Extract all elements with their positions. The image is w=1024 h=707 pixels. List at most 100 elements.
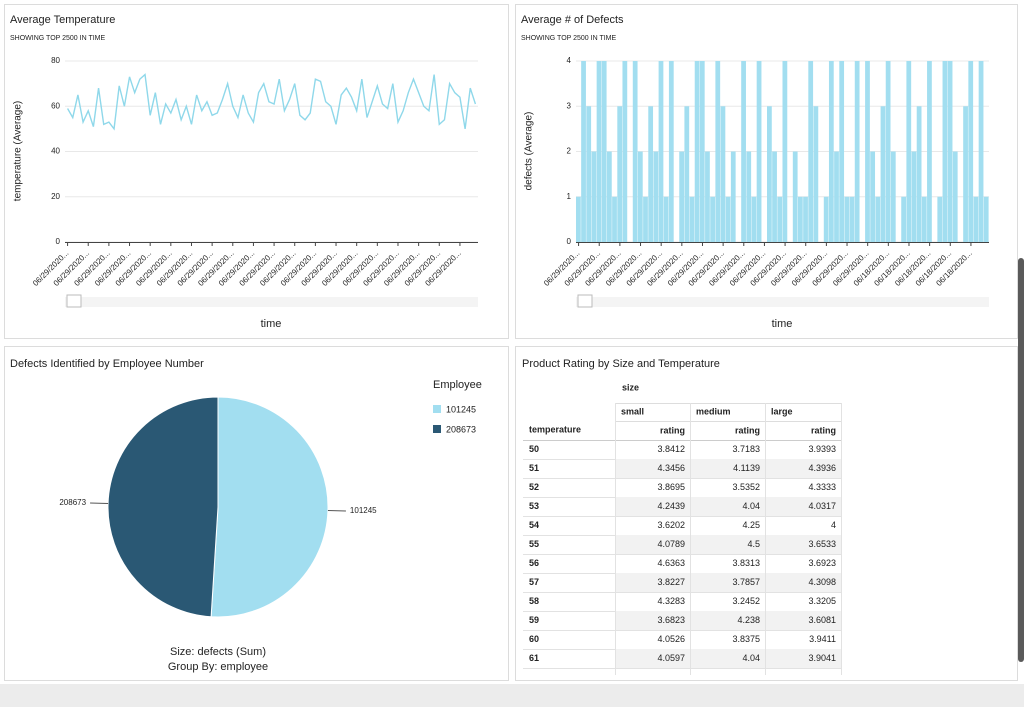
cell: 4.0597 (657, 653, 685, 663)
bar (689, 196, 695, 242)
bar (601, 61, 607, 242)
row-header: 57 (529, 577, 539, 587)
bar (911, 151, 917, 242)
measure-header: rating (660, 425, 685, 435)
panel-title: Average Temperature (10, 14, 115, 26)
bar (916, 106, 922, 242)
y-tick-label: 0 (56, 237, 61, 246)
row-header: 52 (529, 482, 539, 492)
bar (875, 196, 881, 242)
legend-label: 208673 (446, 424, 476, 434)
row-header: 51 (529, 463, 539, 473)
slice-label: 101245 (350, 506, 377, 515)
cell: 4.1139 (733, 463, 760, 473)
bar (653, 151, 659, 242)
cell: 4.238 (737, 615, 760, 625)
range-slider[interactable] (576, 297, 989, 307)
cell: 4.3283 (657, 596, 685, 606)
cell: 3.7183 (732, 444, 760, 454)
line (66, 73, 477, 131)
bar (870, 151, 876, 242)
y-tick-label: 1 (567, 192, 572, 201)
row-shade (615, 573, 841, 592)
bar (865, 61, 870, 242)
bar (777, 196, 783, 242)
bar (596, 61, 602, 242)
y-axis-label: temperature (Average) (13, 101, 24, 201)
cell: 3.8695 (657, 482, 685, 492)
row-shade (615, 497, 841, 516)
panel (4, 4, 509, 339)
cell: 3.9393 (808, 444, 836, 454)
bar (823, 196, 829, 242)
y-tick-label: 0 (567, 237, 572, 246)
table: size 50 3.8412 3.7183 3.9393 51 4.3456 4.1139 4.… (523, 382, 842, 675)
measure-header: rating (735, 425, 760, 435)
pie-caption: Size: defects (Sum) (170, 646, 266, 658)
leader-line (327, 509, 346, 512)
cell: 3.9411 (809, 634, 836, 644)
y-tick-label: 3 (567, 101, 572, 110)
bar (921, 196, 927, 242)
bar (792, 151, 798, 242)
legend-label: 101245 (446, 404, 476, 414)
bar (632, 61, 638, 242)
bar (834, 151, 839, 242)
x-axis-label: time (261, 318, 282, 330)
cell: 3.8227 (657, 577, 685, 587)
bar (942, 61, 948, 242)
bar (720, 106, 726, 242)
column-header: medium (696, 406, 731, 416)
bar (927, 61, 932, 242)
bar (741, 61, 746, 242)
cell: 4.6363 (657, 558, 685, 568)
range-slider[interactable] (65, 297, 478, 307)
cell: 3.7857 (732, 577, 760, 587)
bar (668, 61, 674, 242)
row-header: 60 (529, 634, 539, 644)
y-tick-label: 60 (51, 101, 60, 110)
cell: 4 (831, 520, 836, 530)
range-handle[interactable] (577, 294, 593, 308)
bar (591, 151, 597, 242)
bar (978, 61, 984, 242)
cell: 4.04 (742, 653, 760, 663)
row-shade (615, 459, 841, 478)
bar (849, 196, 855, 242)
bar (963, 106, 968, 242)
cell: 3.8313 (732, 558, 760, 568)
cell: 4.0526 (657, 634, 685, 644)
row-shade (615, 535, 841, 554)
bar (890, 151, 896, 242)
bar (612, 196, 617, 242)
bar (684, 106, 690, 242)
cell: 4.0317 (808, 501, 836, 511)
bar (679, 151, 685, 242)
scrollbar[interactable] (1018, 258, 1024, 662)
bar (637, 151, 643, 242)
bar (586, 106, 592, 242)
cell: 3.6823 (657, 615, 685, 625)
cell: 3.6533 (808, 539, 836, 549)
bar (973, 196, 979, 242)
bar (808, 61, 814, 242)
bar (643, 196, 648, 242)
cell: 4.5 (747, 539, 760, 549)
x-axis-label: time (772, 318, 793, 330)
row-header: 53 (529, 501, 539, 511)
cell: 3.8375 (732, 634, 760, 644)
cell: 3.2452 (732, 596, 760, 606)
bar (725, 196, 731, 242)
y-tick-label: 4 (567, 56, 572, 65)
panel-title: Average # of Defects (521, 14, 624, 26)
bar (710, 196, 715, 242)
row-header: 54 (529, 520, 539, 530)
cell: 4.3936 (808, 463, 836, 473)
bar (952, 151, 958, 242)
bar (746, 151, 752, 242)
bar (730, 151, 736, 242)
panel-subtitle: SHOWING TOP 2500 IN TIME (521, 35, 617, 42)
range-handle[interactable] (66, 294, 82, 308)
row-header: 55 (529, 539, 539, 549)
